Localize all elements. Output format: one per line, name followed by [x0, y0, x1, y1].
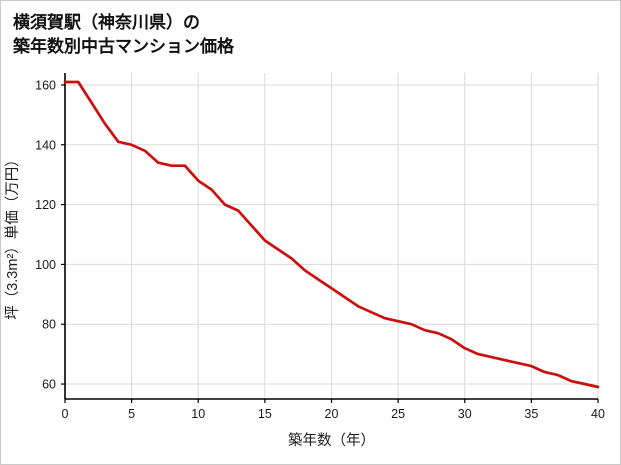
chart-title-line1: 横須賀駅（神奈川県）の — [13, 13, 200, 32]
price-line — [63, 80, 600, 388]
y-tick-label: 140 — [35, 138, 56, 152]
y-axis-title: 坪（3.3m²）単価（万円） — [4, 152, 21, 320]
x-tick-label: 10 — [191, 407, 205, 421]
y-tick-label: 100 — [35, 258, 56, 272]
x-tick-label: 20 — [325, 407, 339, 421]
x-tick-label: 0 — [62, 407, 69, 421]
y-tick-label: 80 — [42, 317, 56, 331]
x-tick-label: 35 — [524, 407, 538, 421]
x-tick-label: 30 — [458, 407, 472, 421]
y-tick-label: 60 — [42, 377, 56, 391]
y-tick-label: 160 — [35, 78, 56, 92]
x-tick-label: 15 — [258, 407, 272, 421]
y-tick-label: 120 — [35, 198, 56, 212]
x-tick-label: 40 — [591, 407, 605, 421]
x-tick-label: 25 — [391, 407, 405, 421]
chart-title-line2: 築年数別中古マンション価格 — [13, 36, 234, 56]
chart-title: 横須賀駅（神奈川県）の 築年数別中古マンション価格 — [1, 1, 620, 61]
x-tick-label: 5 — [128, 407, 135, 421]
line-chart: 0 5 10 15 20 25 30 35 40 60 80 100 120 140 160 築年数（年） 坪（… — [4, 72, 605, 449]
chart-area: 0 5 10 15 20 25 30 35 40 60 80 100 120 140 160 築年数（年） 坪（… — [1, 61, 620, 461]
x-axis-title: 築年数（年） — [288, 431, 375, 449]
